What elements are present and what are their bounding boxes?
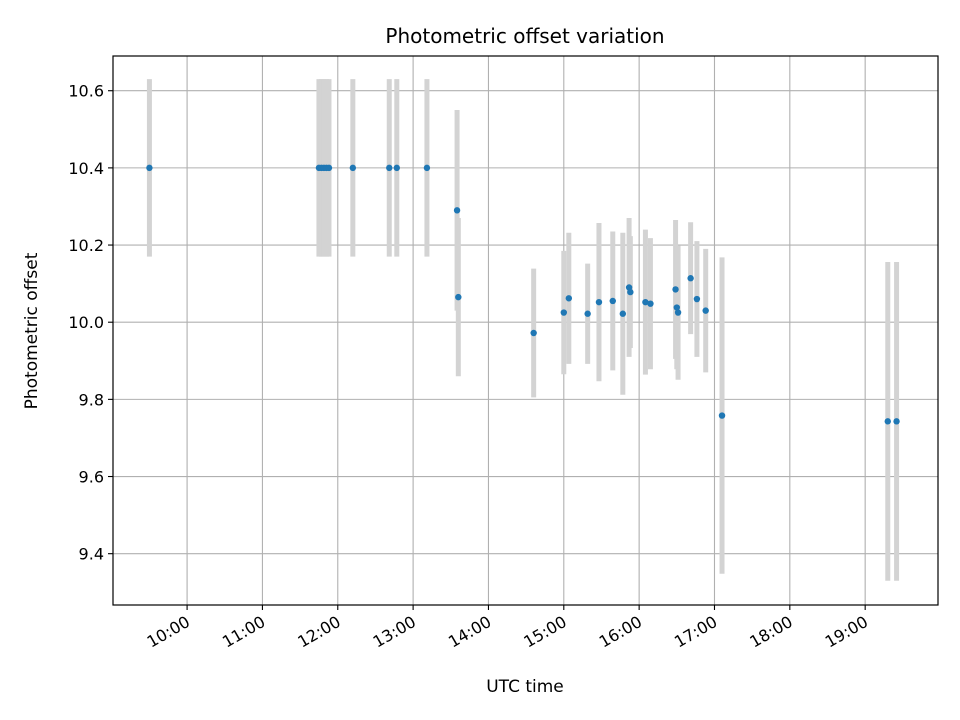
data-point [349, 164, 357, 172]
data-point [325, 164, 333, 172]
y-axis-label: Photometric offset [22, 252, 42, 409]
y-tick-label: 10.6 [68, 82, 104, 101]
y-tick-label: 10.2 [68, 236, 104, 255]
data-point [647, 300, 654, 307]
data-point [687, 275, 694, 282]
data-point [693, 295, 701, 303]
data-point [884, 418, 891, 425]
data-point [619, 310, 627, 317]
y-tick-label: 10.0 [68, 313, 104, 332]
data-point [560, 309, 567, 316]
y-tick-label: 10.4 [68, 159, 104, 178]
data-point [673, 304, 681, 311]
data-point [386, 164, 393, 172]
y-tick-label: 9.8 [79, 390, 104, 409]
data-point [609, 297, 616, 305]
data-point [893, 418, 900, 425]
data-point [642, 298, 649, 306]
data-point [595, 298, 603, 306]
y-axis-ticks: 9.4 9.6 9.8 10.0 10.2 10.4 10.6 [68, 82, 113, 564]
data-point [530, 329, 537, 337]
data-point [393, 164, 400, 172]
data-point [627, 288, 634, 296]
data-point [718, 412, 726, 419]
data-point [146, 164, 153, 172]
plot-frame [112, 55, 939, 606]
data-point [565, 295, 573, 302]
y-tick-label: 9.4 [79, 545, 104, 564]
data-point [453, 207, 461, 214]
data-point [702, 307, 709, 314]
chart-title: Photometric offset variation [385, 24, 664, 48]
x-axis-label: UTC time [486, 677, 564, 697]
data-points [146, 164, 900, 425]
data-point [455, 293, 462, 301]
data-point [584, 310, 591, 317]
data-point [423, 164, 431, 172]
y-tick-label: 9.6 [79, 468, 104, 487]
data-point [674, 309, 682, 316]
data-point [672, 286, 679, 293]
